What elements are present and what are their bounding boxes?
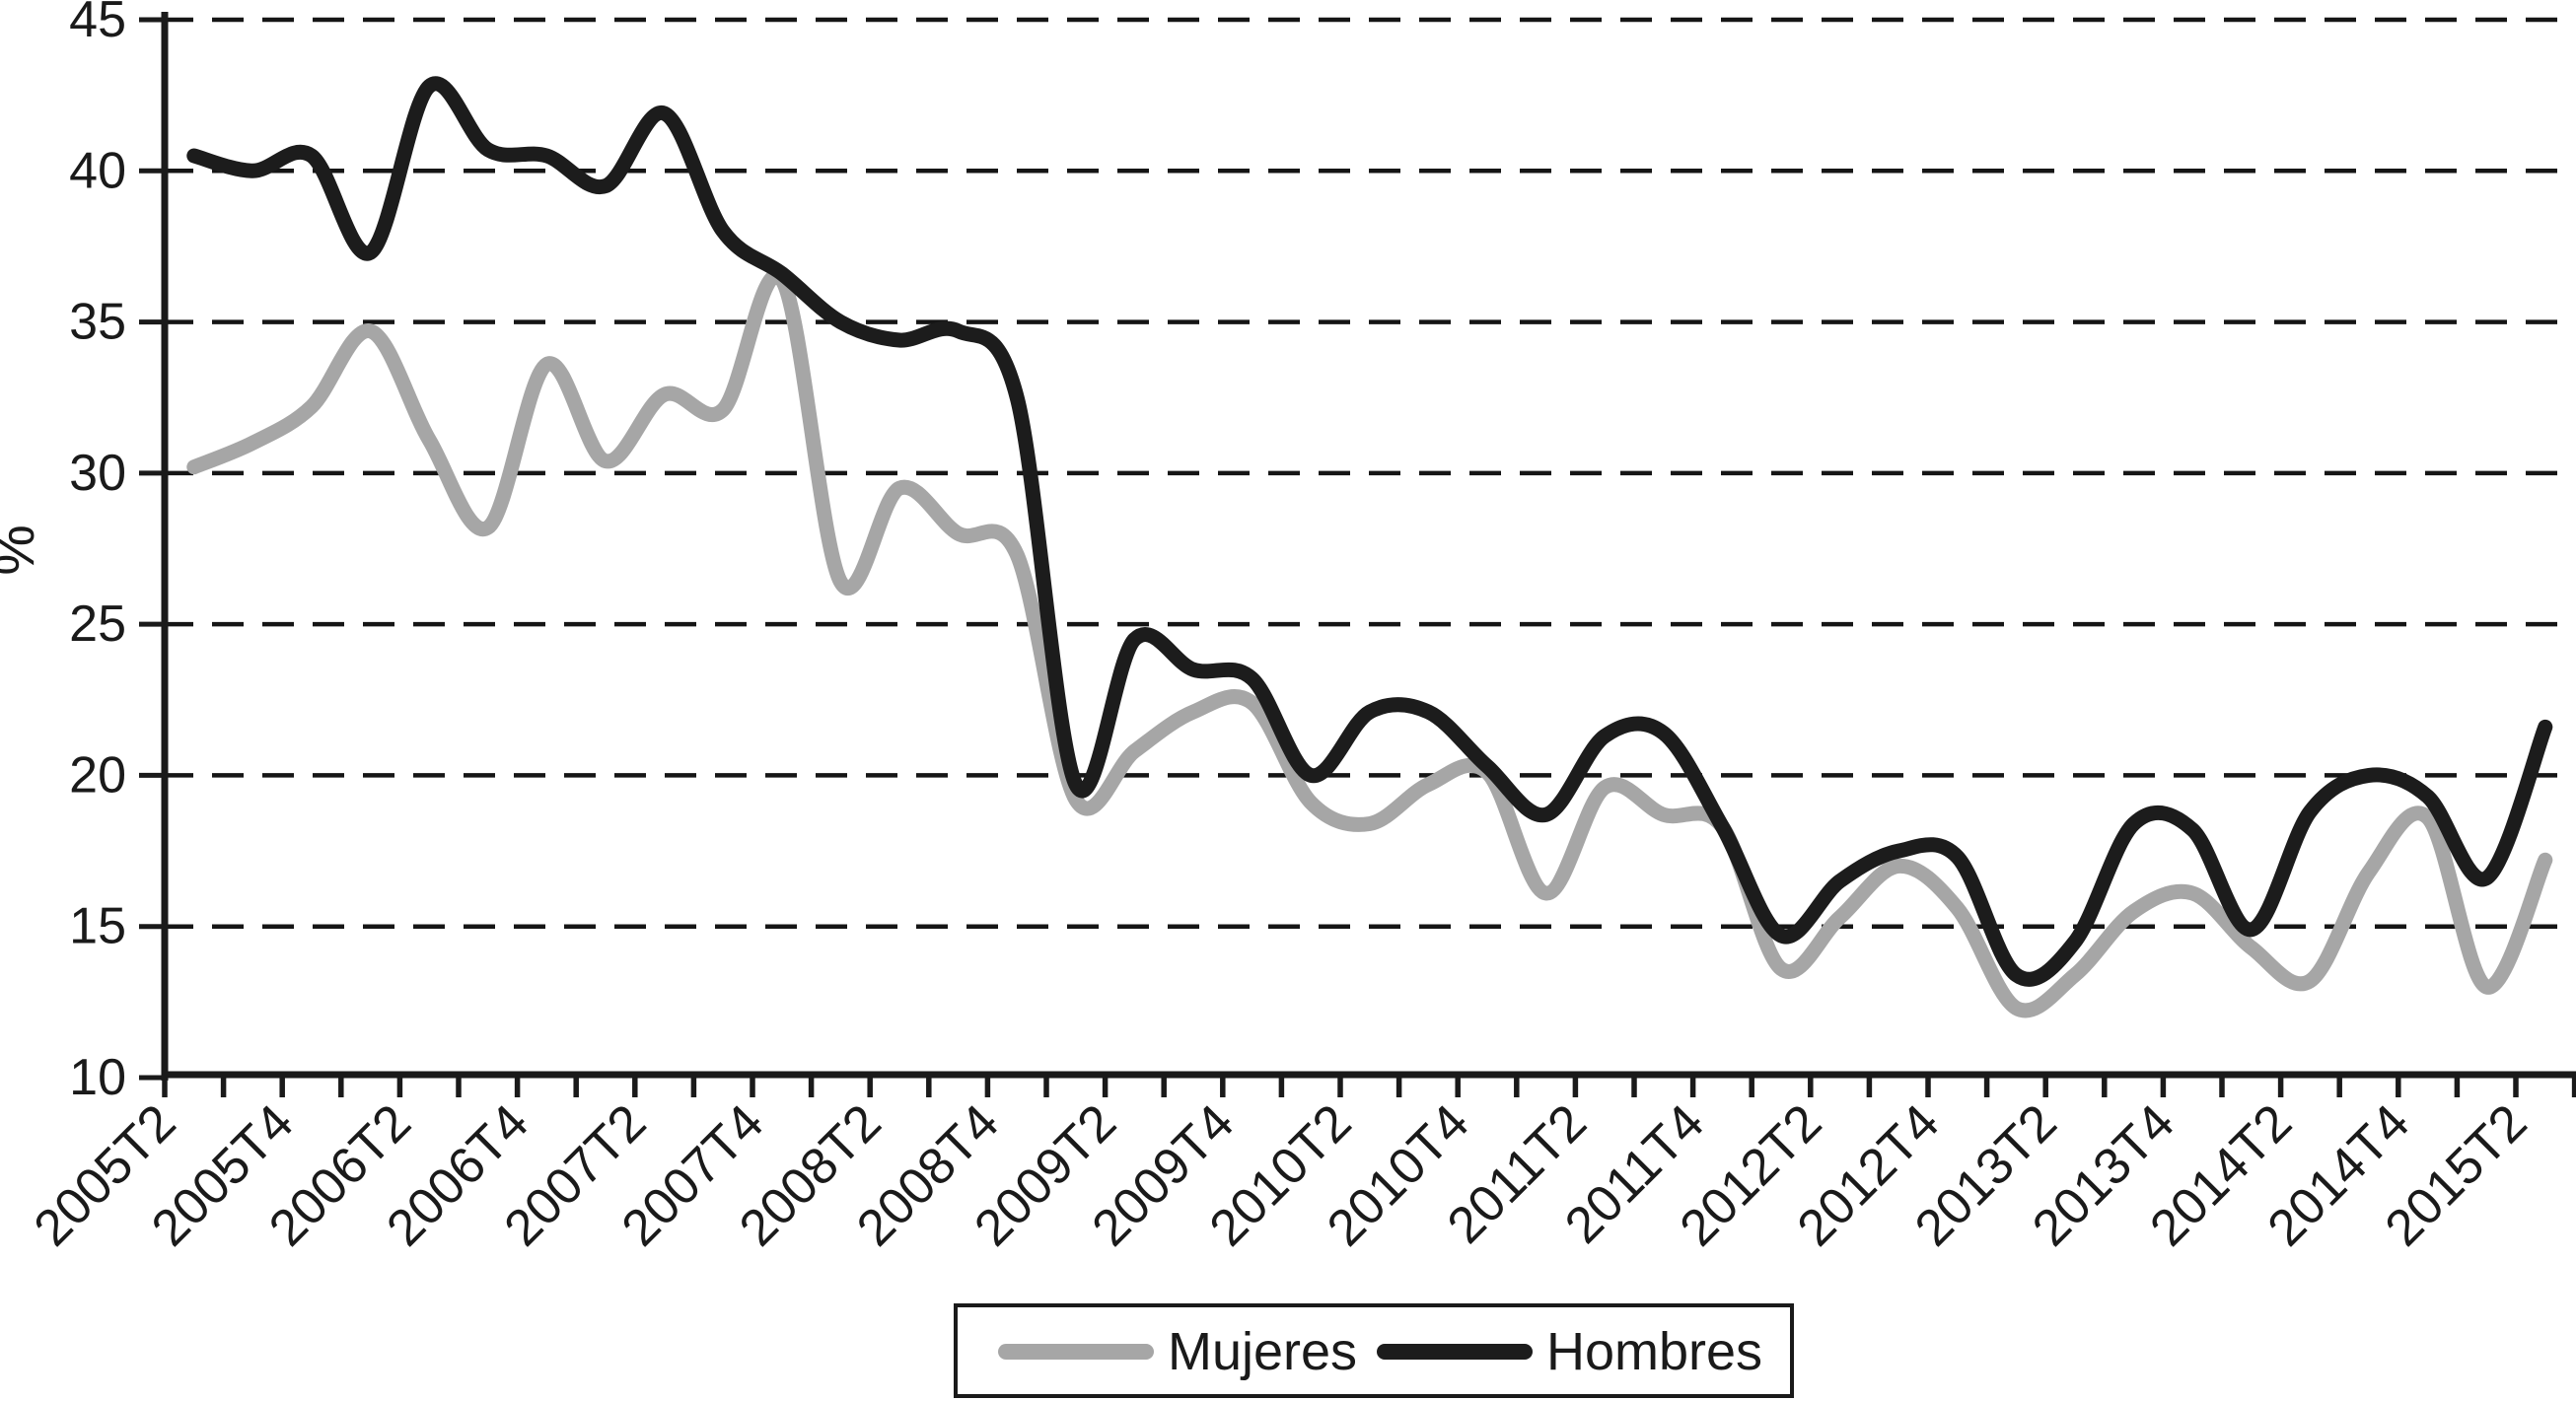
y-tick-label: 40 — [69, 142, 126, 199]
legend-label-mujeres: Mujeres — [1168, 1322, 1357, 1381]
y-tick-label: 25 — [69, 595, 126, 653]
axes — [139, 12, 2576, 1097]
y-tick-label: 35 — [69, 294, 126, 351]
y-axis-label: % — [0, 525, 46, 576]
legend-label-hombres: Hombres — [1546, 1322, 1762, 1381]
x-tick-labels: 2005T22005T42006T22006T42007T22007T42008… — [24, 1093, 2539, 1257]
y-tick-label: 45 — [69, 0, 126, 48]
legend: Mujeres Hombres — [954, 1303, 1794, 1398]
y-tick-labels: 10 15 20 25 30 35 40 45 — [69, 0, 126, 1106]
y-tick-label: 10 — [69, 1049, 126, 1106]
series-lines — [186, 76, 2553, 1018]
series-line-mujeres — [186, 268, 2553, 1018]
y-tick-label: 20 — [69, 746, 126, 804]
y-tick-label: 30 — [69, 445, 126, 502]
series-line-hombres — [186, 76, 2553, 987]
y-tick-label: 15 — [69, 898, 126, 955]
